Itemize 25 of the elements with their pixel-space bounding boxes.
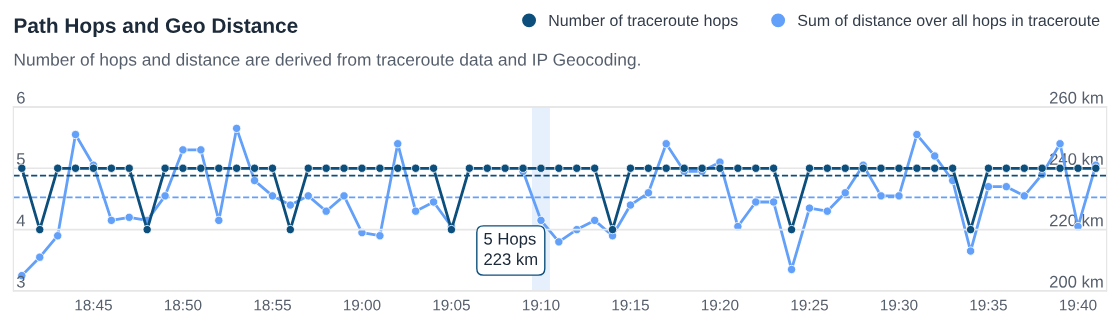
- x-tick-label: 18:45: [75, 299, 112, 311]
- y-tick-label: 5: [16, 153, 25, 165]
- x-tick-label: 19:00: [344, 299, 381, 311]
- x-tick-label: 19:20: [701, 299, 739, 311]
- y2-tick-label: 200 km: [1049, 275, 1103, 288]
- x-tick-label: 19:05: [433, 299, 470, 311]
- y2-tick-label: 260 km: [1049, 91, 1103, 104]
- y-tick-label: 6: [17, 91, 25, 104]
- x-tick-label: 18:50: [164, 299, 202, 311]
- x-tick-label: 19:10: [523, 299, 560, 311]
- x-tick-label: 19:35: [970, 299, 1007, 311]
- legend-label: Number of traceroute hops: [549, 14, 738, 30]
- chart-subtitle: Number of hops and distance are derived from traceroute data and IP Geocoding.: [14, 53, 640, 70]
- chart-title: Path Hops and Geo Distance: [14, 17, 298, 38]
- y-tick-label: 3: [16, 275, 25, 288]
- y2-tick-label: 220 km: [1049, 214, 1103, 227]
- x-tick-label: 18:55: [254, 299, 291, 311]
- x-tick-label: 19:30: [881, 299, 918, 311]
- legend-label: Sum of distance over all hops in traceroute: [798, 14, 1100, 30]
- x-tick-label: 19:15: [612, 299, 649, 311]
- annotation: 223 km: [484, 252, 538, 266]
- y-tick-label: 4: [16, 214, 25, 227]
- x-tick-label: 19:25: [791, 299, 828, 311]
- annotation: 5 Hops: [484, 233, 536, 249]
- x-tick-label: 19:40: [1060, 299, 1097, 311]
